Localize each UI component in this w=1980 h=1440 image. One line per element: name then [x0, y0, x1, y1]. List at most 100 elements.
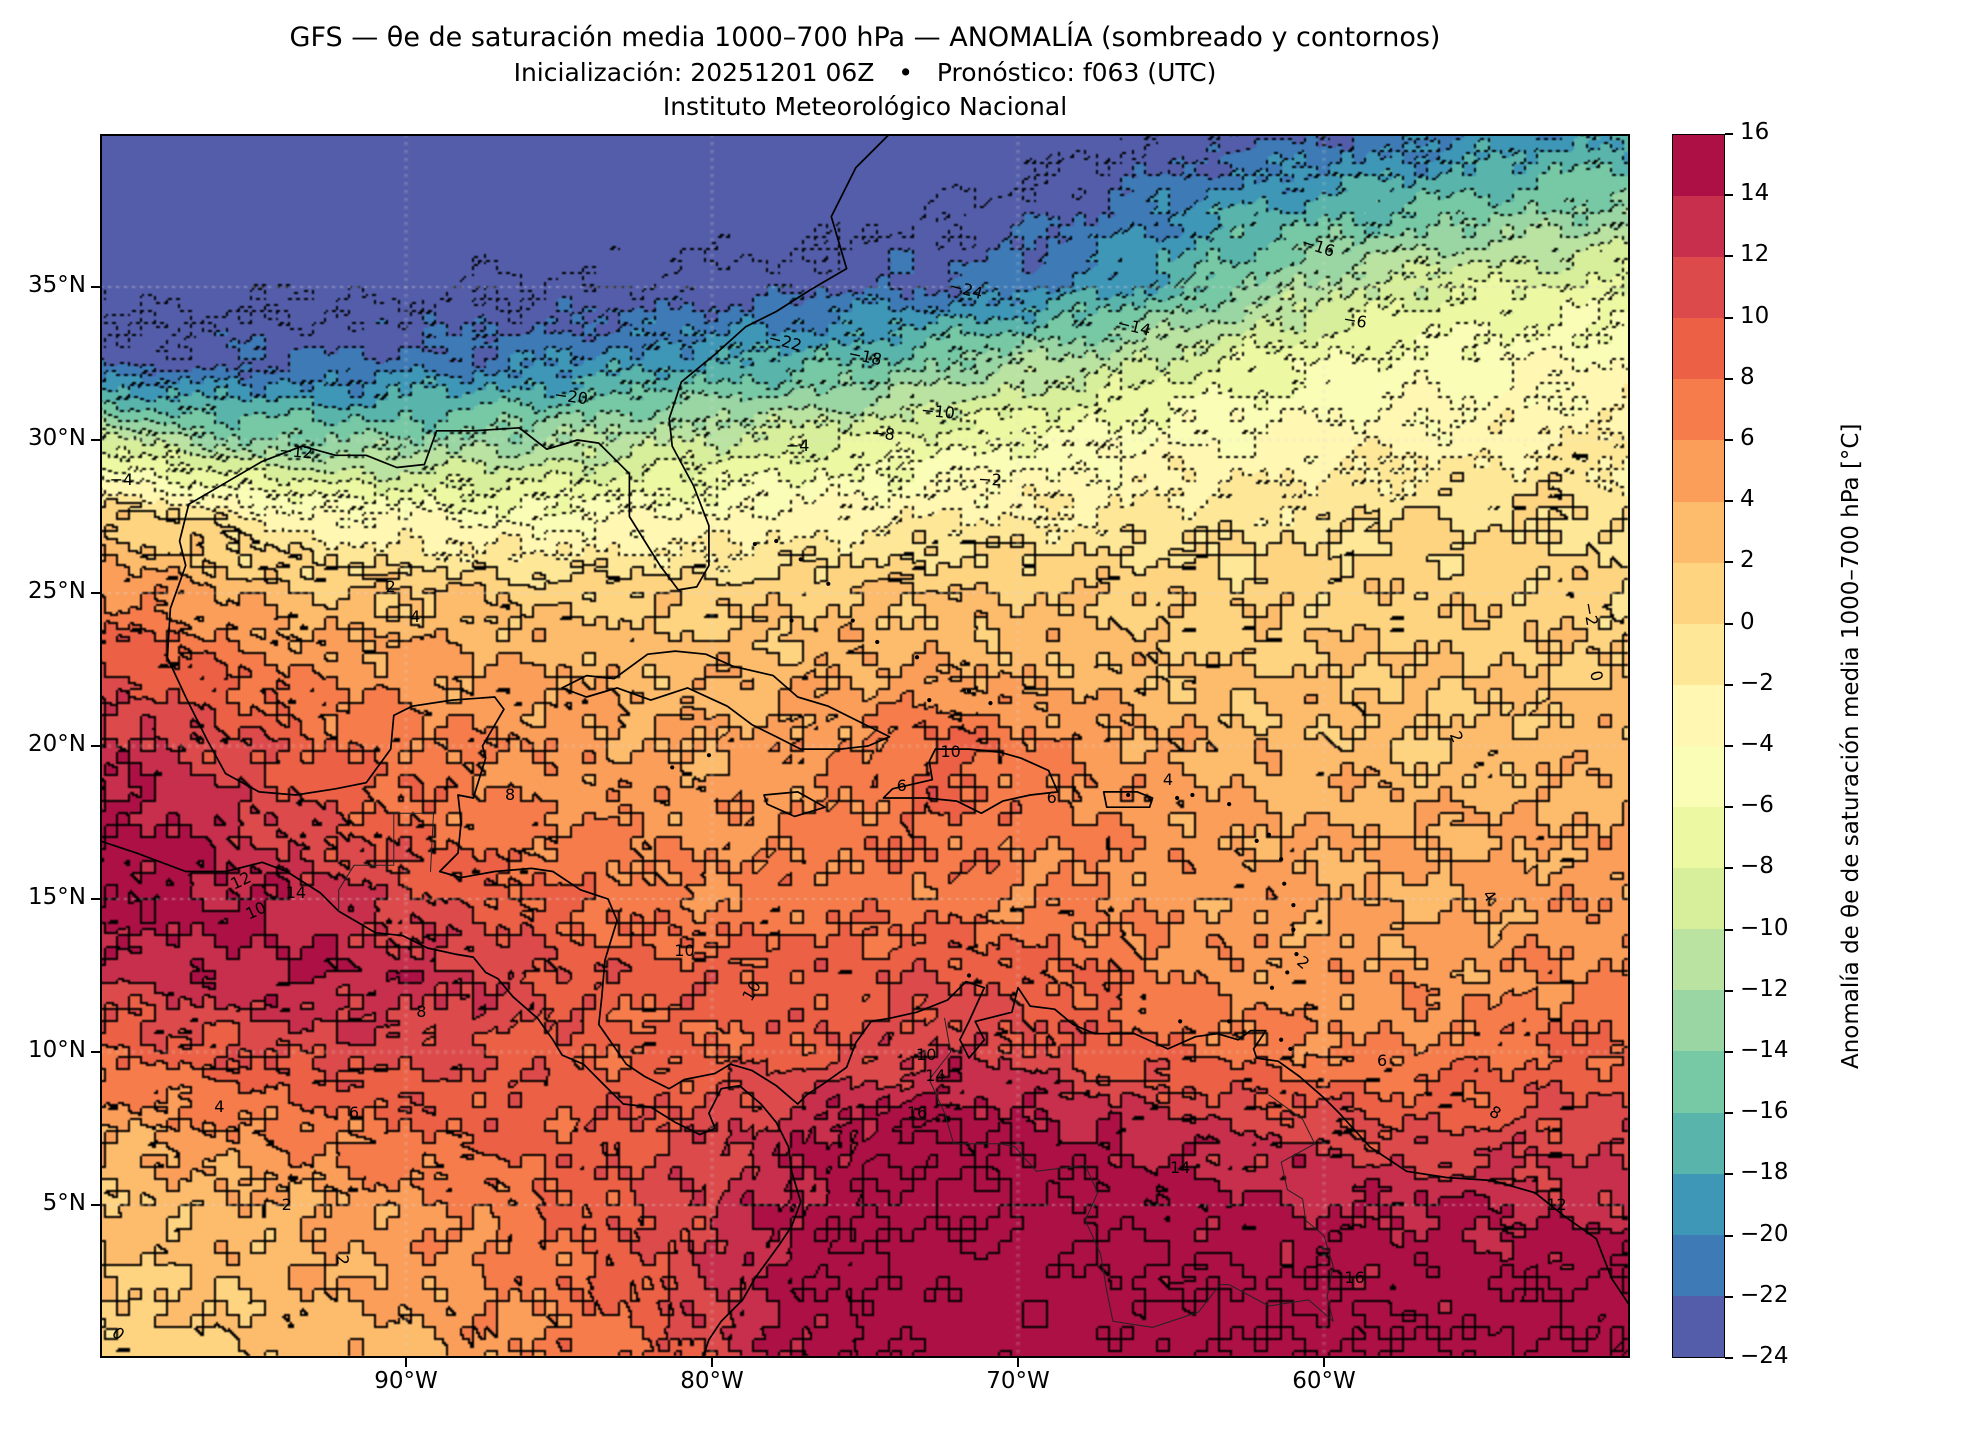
contour-label: 0 [108, 1322, 129, 1344]
contour-label: 8 [1486, 1101, 1505, 1124]
coastline-cuba [561, 650, 891, 750]
contour-label: 4 [1162, 769, 1174, 789]
colorbar-tick-mark [1725, 928, 1733, 931]
y-tick-label: 30°N [28, 425, 86, 451]
colorbar-tick-label: 0 [1740, 608, 1755, 635]
colorbar-band [1673, 1295, 1724, 1357]
x-tick-label: 60°W [1292, 1368, 1356, 1394]
island-marker [1294, 951, 1299, 957]
colorbar-tick-mark [1725, 561, 1733, 564]
colorbar-band [1673, 501, 1724, 563]
island-marker [1269, 985, 1275, 990]
coastline-pacific [100, 840, 802, 1358]
colorbar-band [1673, 379, 1724, 441]
colorbar-tick-mark [1725, 1051, 1733, 1053]
colorbar-band [1673, 1112, 1724, 1174]
colorbar-tick-label: 12 [1740, 241, 1770, 268]
colorbar-tick-label: −12 [1740, 975, 1789, 1002]
figure-title: GFS — θe de saturación media 1000–700 hP… [289, 22, 1441, 53]
colorbar-band [1673, 135, 1724, 197]
colorbar-tick-mark [1725, 377, 1733, 380]
colorbar-tick-label: 8 [1740, 363, 1755, 390]
colorbar-tick-mark [1725, 1357, 1733, 1359]
colorbar-tick-mark [1725, 806, 1733, 809]
x-tick-mark [1017, 1358, 1019, 1367]
x-tick-mark [711, 1358, 713, 1367]
colorbar-axis-label: Anomalía de θe de saturación media 1000–… [1838, 423, 1864, 1069]
colorbar-tick-label: −24 [1740, 1343, 1789, 1369]
y-tick-mark [91, 592, 100, 594]
y-tick-mark [91, 745, 100, 747]
coastline-puerto_rico [1102, 791, 1154, 809]
colorbar-band [1673, 257, 1724, 319]
colorbar-tick-mark [1725, 1295, 1733, 1298]
contour-label: 12 [227, 867, 254, 894]
colorbar-band [1673, 1173, 1724, 1235]
y-tick-label: 5°N [42, 1190, 86, 1216]
island-marker [1178, 1019, 1183, 1024]
colorbar-tick-mark [1725, 867, 1733, 870]
colorbar-tick-label: −18 [1740, 1159, 1789, 1186]
map-plot-area: −4 −12 −20 −22 −18 −24 −14 −16 −6 −10 −8 −2 −4 2 4 −2 0 2… [100, 134, 1630, 1358]
colorbar-band [1673, 868, 1724, 930]
contour-label: 4 [1478, 886, 1501, 906]
colorbar-band [1673, 1234, 1724, 1296]
contour-label: −16 [1299, 232, 1338, 261]
colorbar-tick-label: −16 [1740, 1098, 1789, 1125]
island-marker [988, 701, 993, 706]
contour-label: 4 [214, 1097, 225, 1117]
colorbar [1672, 134, 1725, 1358]
island-marker [1175, 795, 1180, 801]
x-tick-mark [405, 1358, 407, 1367]
contour-labels-layer: −4 −12 −20 −22 −18 −24 −14 −16 −6 −10 −8 −2 −4 2 4 −2 0 2… [100, 134, 1630, 1358]
colorbar-tick-mark [1725, 1234, 1733, 1237]
y-tick-mark [91, 1051, 100, 1053]
contour-label: −20 [553, 384, 590, 409]
colorbar-tick-mark [1725, 683, 1733, 686]
colorbar-tick-label: −8 [1740, 853, 1774, 880]
contour-label: 12 [1546, 1195, 1567, 1214]
island-marker [927, 698, 932, 703]
island-marker [850, 618, 855, 623]
contour-label: 6 [348, 1103, 360, 1123]
y-tick-label: 10°N [28, 1037, 86, 1063]
island-marker [1291, 903, 1296, 908]
island-marker [1279, 857, 1284, 862]
contour-label: 10 [940, 742, 961, 762]
border-guatemala_mexico_belize [338, 812, 434, 912]
colorbar-tick-mark [1725, 622, 1733, 625]
island-marker [826, 581, 831, 586]
colorbar-tick-label: 10 [1740, 302, 1770, 329]
island-marker [1254, 838, 1259, 843]
contour-label: 14 [1169, 1158, 1191, 1178]
island-marker [1291, 927, 1296, 932]
island-marker [670, 765, 675, 770]
contour-label: −10 [920, 400, 957, 424]
island-marker [1227, 1019, 1232, 1024]
figure-institution: Instituto Meteorológico Nacional [662, 92, 1068, 121]
coastline-atlantic_gulf_caribbean [166, 134, 1630, 1312]
island-marker [1279, 1037, 1284, 1042]
island-marker [875, 639, 880, 645]
contour-label: 6 [1377, 1051, 1388, 1071]
colorbar-tick-label: 4 [1740, 486, 1755, 513]
contour-label: −2 [1579, 601, 1603, 628]
colorbar-tick-mark [1725, 500, 1733, 503]
colorbar-tick-mark [1725, 194, 1733, 197]
island-marker [1126, 792, 1131, 798]
colorbar-band [1673, 623, 1724, 685]
contour-label: 0 [1586, 668, 1608, 683]
colorbar-tick-label: 6 [1740, 425, 1755, 451]
contour-label: 8 [504, 784, 516, 804]
colorbar-band [1673, 990, 1724, 1052]
coastline-overlay [100, 134, 1630, 1358]
contour-label: 2 [332, 1254, 353, 1266]
island-marker [966, 973, 972, 978]
island-marker [1288, 1046, 1293, 1052]
y-tick-mark [91, 286, 100, 288]
colorbar-band [1673, 929, 1724, 991]
colorbar-tick-mark [1725, 989, 1733, 992]
colorbar-tick-mark [1725, 255, 1733, 258]
y-tick-label: 25°N [28, 578, 86, 604]
